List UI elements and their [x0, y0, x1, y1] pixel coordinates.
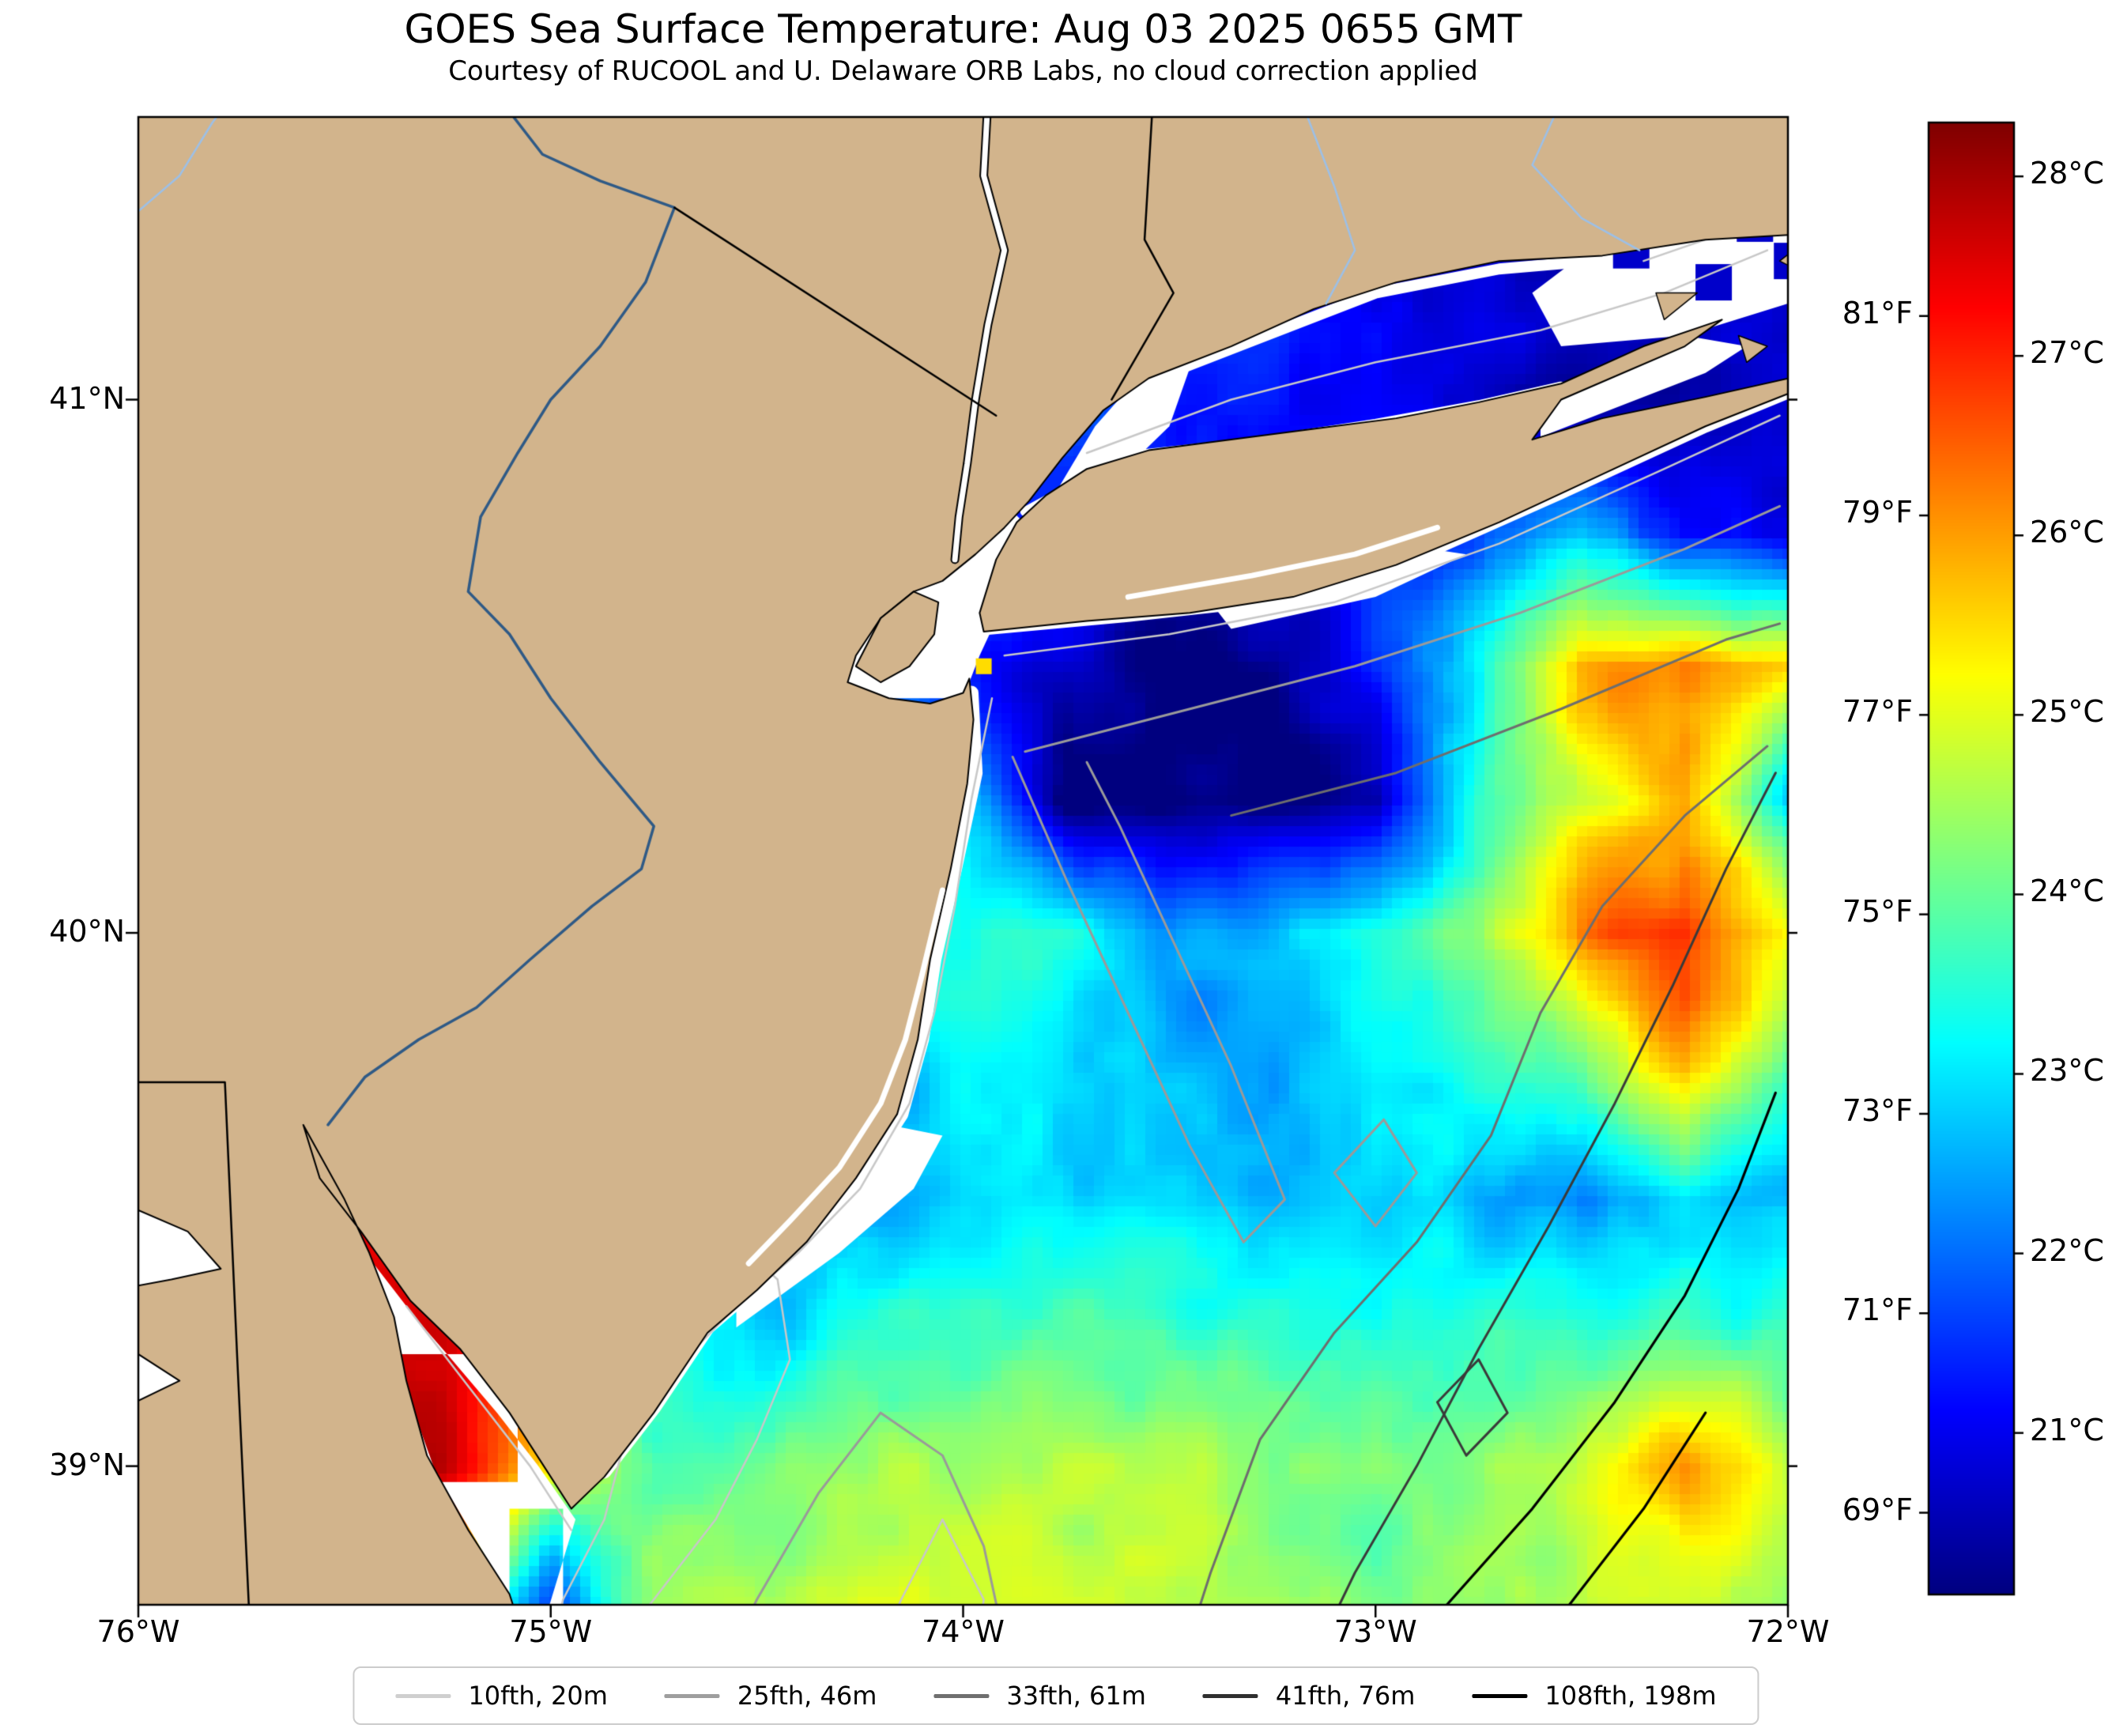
- legend-item: 25fth, 46m: [664, 1681, 877, 1711]
- contour-line-swatch: [664, 1693, 720, 1698]
- colorbar-celsius-label: 24°C: [2030, 874, 2104, 909]
- colorbar-celsius-label: 22°C: [2030, 1232, 2104, 1268]
- x-tick-label: 72°W: [1746, 1614, 1830, 1649]
- chart-subtitle: Courtesy of RUCOOL and U. Delaware ORB L…: [448, 55, 1478, 87]
- contour-line-swatch: [1202, 1693, 1258, 1698]
- colorbar-fahrenheit-label: 73°F: [1842, 1093, 1913, 1128]
- legend-label: 108fth, 198m: [1544, 1681, 1717, 1711]
- colorbar-celsius-label: 21°C: [2030, 1412, 2104, 1447]
- legend-label: 33fth, 61m: [1006, 1681, 1146, 1711]
- legend-item: 33fth, 61m: [933, 1681, 1146, 1711]
- y-tick-label: 40°N: [49, 914, 125, 949]
- colorbar-fahrenheit-label: 71°F: [1842, 1293, 1913, 1328]
- legend-item: 41fth, 76m: [1202, 1681, 1416, 1711]
- y-tick-label: 41°N: [49, 380, 125, 416]
- chart-title: GOES Sea Surface Temperature: Aug 03 202…: [404, 6, 1522, 52]
- legend-label: 10fth, 20m: [468, 1681, 608, 1711]
- colorbar-celsius-label: 26°C: [2030, 515, 2104, 550]
- colorbar-celsius-label: 28°C: [2030, 156, 2104, 191]
- colorbar-fahrenheit-label: 79°F: [1842, 495, 1913, 530]
- legend-item: 10fth, 20m: [395, 1681, 608, 1711]
- x-tick-label: 74°W: [922, 1614, 1005, 1649]
- legend-label: 25fth, 46m: [737, 1681, 877, 1711]
- x-tick-label: 76°W: [96, 1614, 180, 1649]
- legend-label: 41fth, 76m: [1275, 1681, 1416, 1711]
- colorbar-celsius-label: 27°C: [2030, 335, 2104, 371]
- legend-item: 108fth, 198m: [1472, 1681, 1717, 1711]
- contour-line-swatch: [1472, 1693, 1528, 1698]
- x-tick-label: 75°W: [509, 1614, 593, 1649]
- colorbar-celsius-label: 25°C: [2030, 694, 2104, 730]
- y-tick-label: 39°N: [49, 1447, 125, 1482]
- contour-line-swatch: [933, 1693, 990, 1698]
- x-tick-label: 73°W: [1333, 1614, 1417, 1649]
- colorbar-fahrenheit-label: 81°F: [1842, 295, 1913, 330]
- bathymetry-legend: 10fth, 20m 25fth, 46m 33fth, 61m 41fth, 76m…: [353, 1666, 1759, 1725]
- colorbar-fahrenheit-label: 77°F: [1842, 694, 1913, 730]
- colorbar-fahrenheit-label: 75°F: [1842, 893, 1913, 929]
- colorbar-celsius-label: 23°C: [2030, 1053, 2104, 1089]
- colorbar-fahrenheit-label: 69°F: [1842, 1492, 1913, 1527]
- contour-line-swatch: [395, 1693, 451, 1698]
